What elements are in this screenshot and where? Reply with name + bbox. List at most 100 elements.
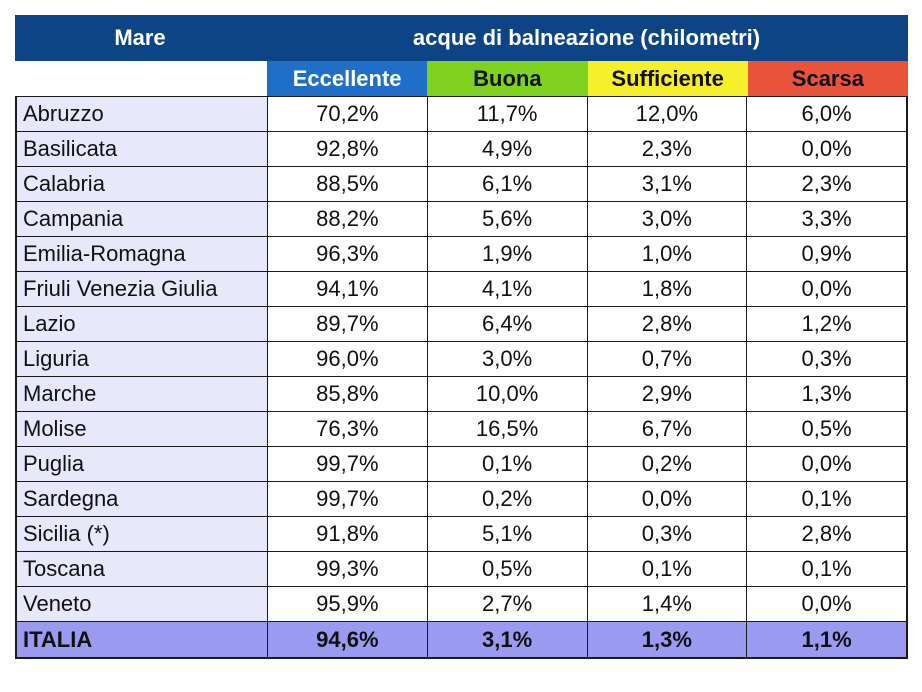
table-row: Toscana 99,3% 0,5% 0,1% 0,1%	[17, 552, 906, 587]
value-cell: 6,0%	[746, 97, 906, 131]
value-cell: 0,0%	[746, 587, 906, 621]
value-cell: 99,7%	[267, 482, 427, 516]
value-cell: 89,7%	[267, 307, 427, 341]
value-cell: 96,0%	[267, 342, 427, 376]
region-cell: ITALIA	[17, 622, 267, 657]
value-cell: 96,3%	[267, 237, 427, 271]
table-row: Liguria 96,0% 3,0% 0,7% 0,3%	[17, 342, 906, 377]
value-cell: 99,3%	[267, 552, 427, 586]
value-cell: 0,9%	[746, 237, 906, 271]
value-cell: 4,1%	[426, 272, 587, 306]
value-cell: 92,8%	[267, 132, 427, 166]
value-cell: 85,8%	[267, 377, 427, 411]
value-cell: 0,1%	[586, 552, 747, 586]
value-cell: 0,5%	[426, 552, 587, 586]
region-cell: Molise	[17, 412, 267, 446]
value-cell: 0,3%	[586, 517, 747, 551]
value-cell: 2,9%	[586, 377, 747, 411]
table-body: Abruzzo 70,2% 11,7% 12,0% 6,0% Basilicata 92,8…	[15, 96, 908, 659]
value-cell: 3,1%	[586, 167, 747, 201]
region-cell: Liguria	[17, 342, 267, 376]
value-cell: 1,4%	[586, 587, 747, 621]
table-row: Calabria 88,5% 6,1% 3,1% 2,3%	[17, 167, 906, 202]
category-eccellente: Eccellente	[267, 61, 428, 96]
value-cell: 2,8%	[586, 307, 747, 341]
value-cell: 1,0%	[586, 237, 747, 271]
value-cell: 3,0%	[586, 202, 747, 236]
value-cell: 6,4%	[426, 307, 587, 341]
value-cell: 0,5%	[746, 412, 906, 446]
value-cell: 95,9%	[267, 587, 427, 621]
value-cell: 1,2%	[746, 307, 906, 341]
region-cell: Friuli Venezia Giulia	[17, 272, 267, 306]
region-cell: Lazio	[17, 307, 267, 341]
region-cell: Sardegna	[17, 482, 267, 516]
value-cell: 3,3%	[746, 202, 906, 236]
region-cell: Basilicata	[17, 132, 267, 166]
header-mare: Mare	[114, 25, 166, 50]
value-cell: 91,8%	[267, 517, 427, 551]
value-cell: 2,8%	[746, 517, 906, 551]
value-cell: 6,1%	[426, 167, 587, 201]
value-cell: 70,2%	[267, 97, 427, 131]
table-row: Sardegna 99,7% 0,2% 0,0% 0,1%	[17, 482, 906, 517]
value-cell: 99,7%	[267, 447, 427, 481]
value-cell: 2,3%	[746, 167, 906, 201]
region-cell: Calabria	[17, 167, 267, 201]
region-cell: Marche	[17, 377, 267, 411]
value-cell: 0,2%	[586, 447, 747, 481]
value-cell: 6,7%	[586, 412, 747, 446]
category-buona: Buona	[427, 61, 588, 96]
bathing-water-table: Mare acque di balneazione (chilometri) E…	[15, 15, 908, 659]
region-cell: Campania	[17, 202, 267, 236]
region-cell: Sicilia (*)	[17, 517, 267, 551]
table-row: Veneto 95,9% 2,7% 1,4% 0,0%	[17, 587, 906, 622]
value-cell: 0,7%	[586, 342, 747, 376]
value-cell: 1,3%	[586, 622, 747, 657]
table-row: Emilia-Romagna 96,3% 1,9% 1,0% 0,9%	[17, 237, 906, 272]
value-cell: 3,1%	[426, 622, 587, 657]
value-cell: 88,5%	[267, 167, 427, 201]
value-cell: 5,6%	[426, 202, 587, 236]
value-cell: 0,1%	[746, 552, 906, 586]
value-cell: 10,0%	[426, 377, 587, 411]
value-cell: 0,0%	[746, 132, 906, 166]
table-row: Puglia 99,7% 0,1% 0,2% 0,0%	[17, 447, 906, 482]
value-cell: 0,2%	[426, 482, 587, 516]
value-cell: 5,1%	[426, 517, 587, 551]
table-row: Sicilia (*) 91,8% 5,1% 0,3% 2,8%	[17, 517, 906, 552]
table-row: Marche 85,8% 10,0% 2,9% 1,3%	[17, 377, 906, 412]
value-cell: 2,3%	[586, 132, 747, 166]
value-cell: 1,8%	[586, 272, 747, 306]
region-cell: Veneto	[17, 587, 267, 621]
value-cell: 1,9%	[426, 237, 587, 271]
header-acque: acque di balneazione (chilometri)	[412, 25, 761, 50]
category-blank-cell	[15, 61, 267, 96]
value-cell: 94,6%	[267, 622, 427, 657]
table-row: Lazio 89,7% 6,4% 2,8% 1,2%	[17, 307, 906, 342]
region-cell: Puglia	[17, 447, 267, 481]
value-cell: 0,0%	[746, 272, 906, 306]
value-cell: 4,9%	[426, 132, 587, 166]
table-row: Basilicata 92,8% 4,9% 2,3% 0,0%	[17, 132, 906, 167]
category-scarsa: Scarsa	[747, 61, 908, 96]
value-cell: 94,1%	[267, 272, 427, 306]
value-cell: 0,0%	[586, 482, 747, 516]
table-row: Abruzzo 70,2% 11,7% 12,0% 6,0%	[17, 97, 906, 132]
value-cell: 3,0%	[426, 342, 587, 376]
value-cell: 0,1%	[746, 482, 906, 516]
category-header-row: Eccellente Buona Sufficiente Scarsa	[15, 61, 908, 96]
value-cell: 88,2%	[267, 202, 427, 236]
value-cell: 2,7%	[426, 587, 587, 621]
value-cell: 12,0%	[586, 97, 747, 131]
value-cell: 11,7%	[426, 97, 587, 131]
value-cell: 0,0%	[746, 447, 906, 481]
value-cell: 0,1%	[426, 447, 587, 481]
table-row: Campania 88,2% 5,6% 3,0% 3,3%	[17, 202, 906, 237]
value-cell: 76,3%	[267, 412, 427, 446]
table-row: Molise 76,3% 16,5% 6,7% 0,5%	[17, 412, 906, 447]
region-cell: Abruzzo	[17, 97, 267, 131]
value-cell: 16,5%	[426, 412, 587, 446]
table-header: Mare acque di balneazione (chilometri)	[15, 15, 908, 61]
category-sufficiente: Sufficiente	[587, 61, 748, 96]
